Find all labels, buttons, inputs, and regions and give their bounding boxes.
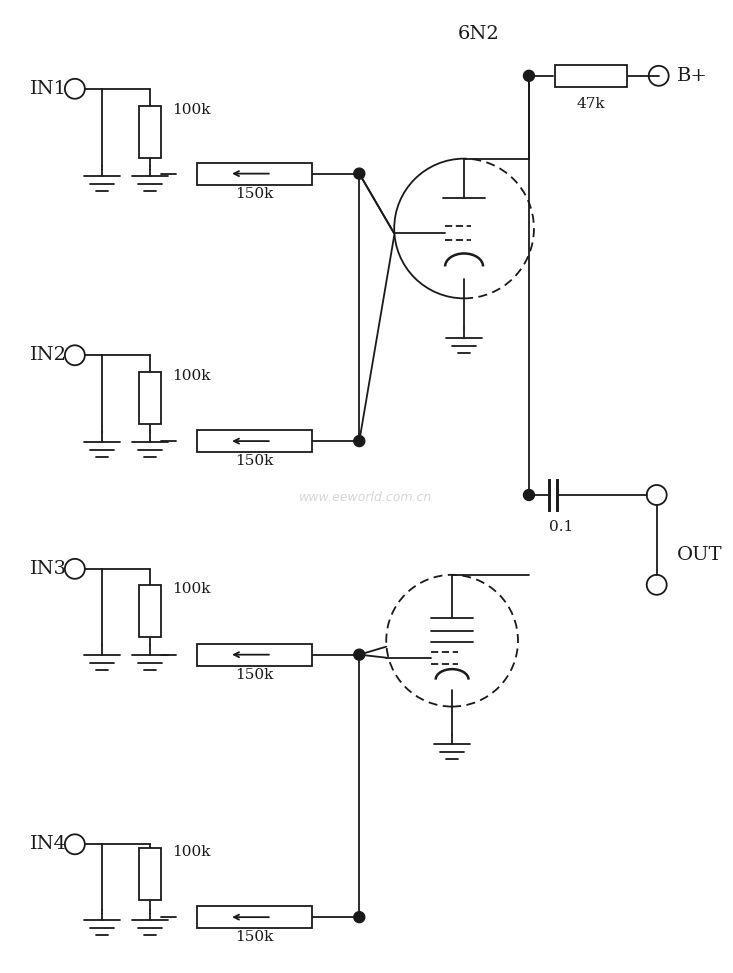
- Bar: [139, 848, 161, 900]
- Text: 6N2: 6N2: [458, 25, 500, 43]
- Bar: [197, 906, 312, 928]
- Bar: [197, 430, 312, 452]
- Bar: [555, 65, 627, 87]
- Circle shape: [354, 168, 365, 179]
- Text: 100k: 100k: [172, 846, 210, 859]
- Circle shape: [354, 649, 365, 660]
- Text: www.eeworld.com.cn: www.eeworld.com.cn: [298, 491, 432, 504]
- Text: 150k: 150k: [235, 667, 273, 682]
- Circle shape: [523, 70, 534, 82]
- Circle shape: [354, 912, 365, 922]
- Bar: [197, 162, 312, 185]
- Text: 47k: 47k: [577, 96, 605, 111]
- Text: 100k: 100k: [172, 369, 210, 383]
- Text: 150k: 150k: [235, 454, 273, 468]
- Text: IN2: IN2: [30, 346, 67, 364]
- Text: 0.1: 0.1: [549, 520, 573, 534]
- Circle shape: [354, 436, 365, 447]
- Text: 100k: 100k: [172, 103, 210, 117]
- Text: B+: B+: [677, 67, 707, 85]
- Text: 150k: 150k: [235, 930, 273, 944]
- Text: 150k: 150k: [235, 187, 273, 200]
- Text: IN1: IN1: [30, 80, 67, 97]
- Circle shape: [523, 489, 534, 500]
- Bar: [197, 644, 312, 666]
- Text: OUT: OUT: [677, 546, 722, 564]
- Text: IN4: IN4: [30, 835, 67, 853]
- Bar: [139, 106, 161, 158]
- Text: 100k: 100k: [172, 582, 210, 595]
- Bar: [139, 373, 161, 424]
- Text: IN3: IN3: [30, 559, 67, 578]
- Bar: [139, 585, 161, 636]
